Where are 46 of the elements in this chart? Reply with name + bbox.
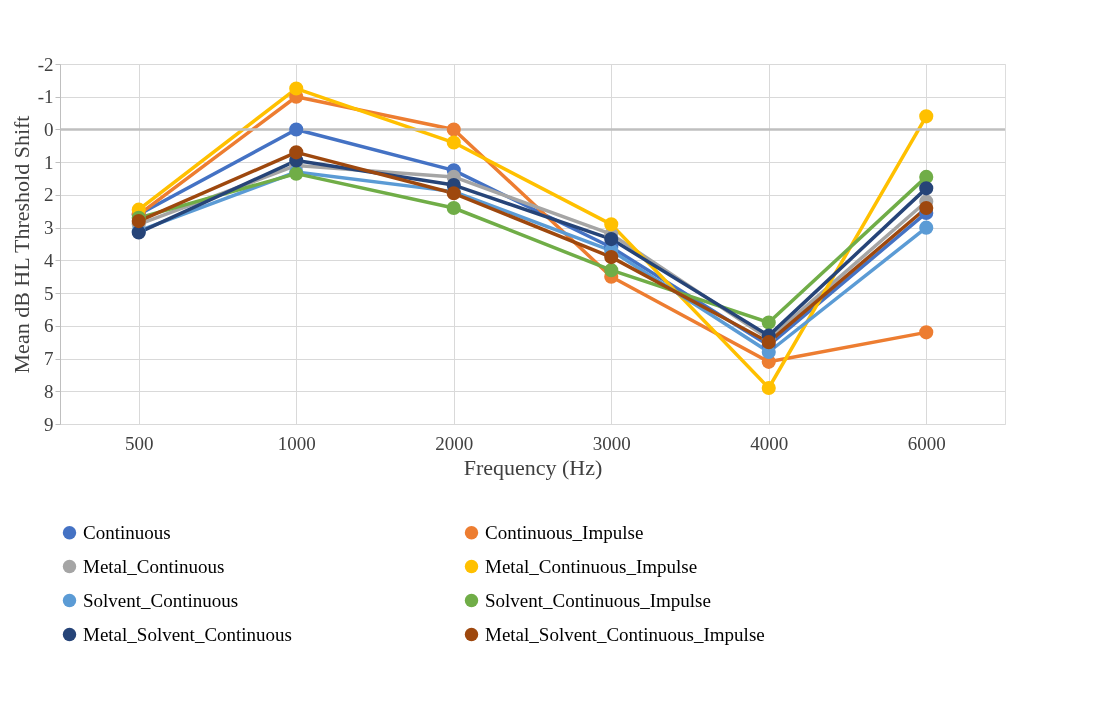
y-tick-label: 6 [44,315,54,337]
legend-label: Metal_Solvent_Continuous_Impulse [485,623,765,645]
legend-label: Metal_Continuous [83,555,225,577]
point [289,145,304,160]
point [604,263,619,278]
x-axis-title: Frequency (Hz) [463,454,603,480]
point [604,232,619,247]
point [289,122,304,137]
point [919,181,934,196]
point [919,169,934,184]
point [446,200,461,216]
x-tick-label: 6000 [907,432,946,454]
y-tick-label: -1 [37,86,54,108]
legend-label: Metal_Solvent_Continuous [83,623,292,645]
x-tick-label: 4000 [750,432,789,454]
y-tick-label: 8 [44,380,54,402]
point [446,135,461,150]
point [761,380,776,396]
legend-label: Metal_Continuous_Impulse [485,555,698,577]
y-tick-label: 2 [44,184,54,206]
point [919,325,934,340]
point [604,217,619,232]
point [446,122,461,137]
y-tick-label: 3 [44,217,54,239]
point [919,200,934,216]
point [919,220,934,235]
y-tick-label: 9 [44,413,54,435]
y-tick-label: -2 [37,53,54,75]
legend-label: Solvent_Continuous_Impulse [485,589,711,611]
y-tick-label: 4 [44,249,54,271]
point [289,81,304,96]
x-tick-label: 2000 [435,432,474,454]
x-tick-label: 3000 [592,432,631,454]
legend-label: Continuous [83,521,171,543]
legend-label: Continuous_Impulse [485,521,644,543]
point [604,250,619,265]
y-tick-label: 1 [44,151,54,173]
point [919,109,934,124]
x-tick-label: 1000 [277,432,316,454]
y-tick-label: 5 [44,282,54,304]
y-tick-label: 7 [44,348,54,370]
point [761,315,776,330]
y-axis-title: Mean dB HL Threshold Shift [8,115,34,374]
x-tick-label: 500 [125,432,154,454]
legend-label: Solvent_Continuous [83,589,239,611]
y-tick-label: 0 [44,118,54,140]
